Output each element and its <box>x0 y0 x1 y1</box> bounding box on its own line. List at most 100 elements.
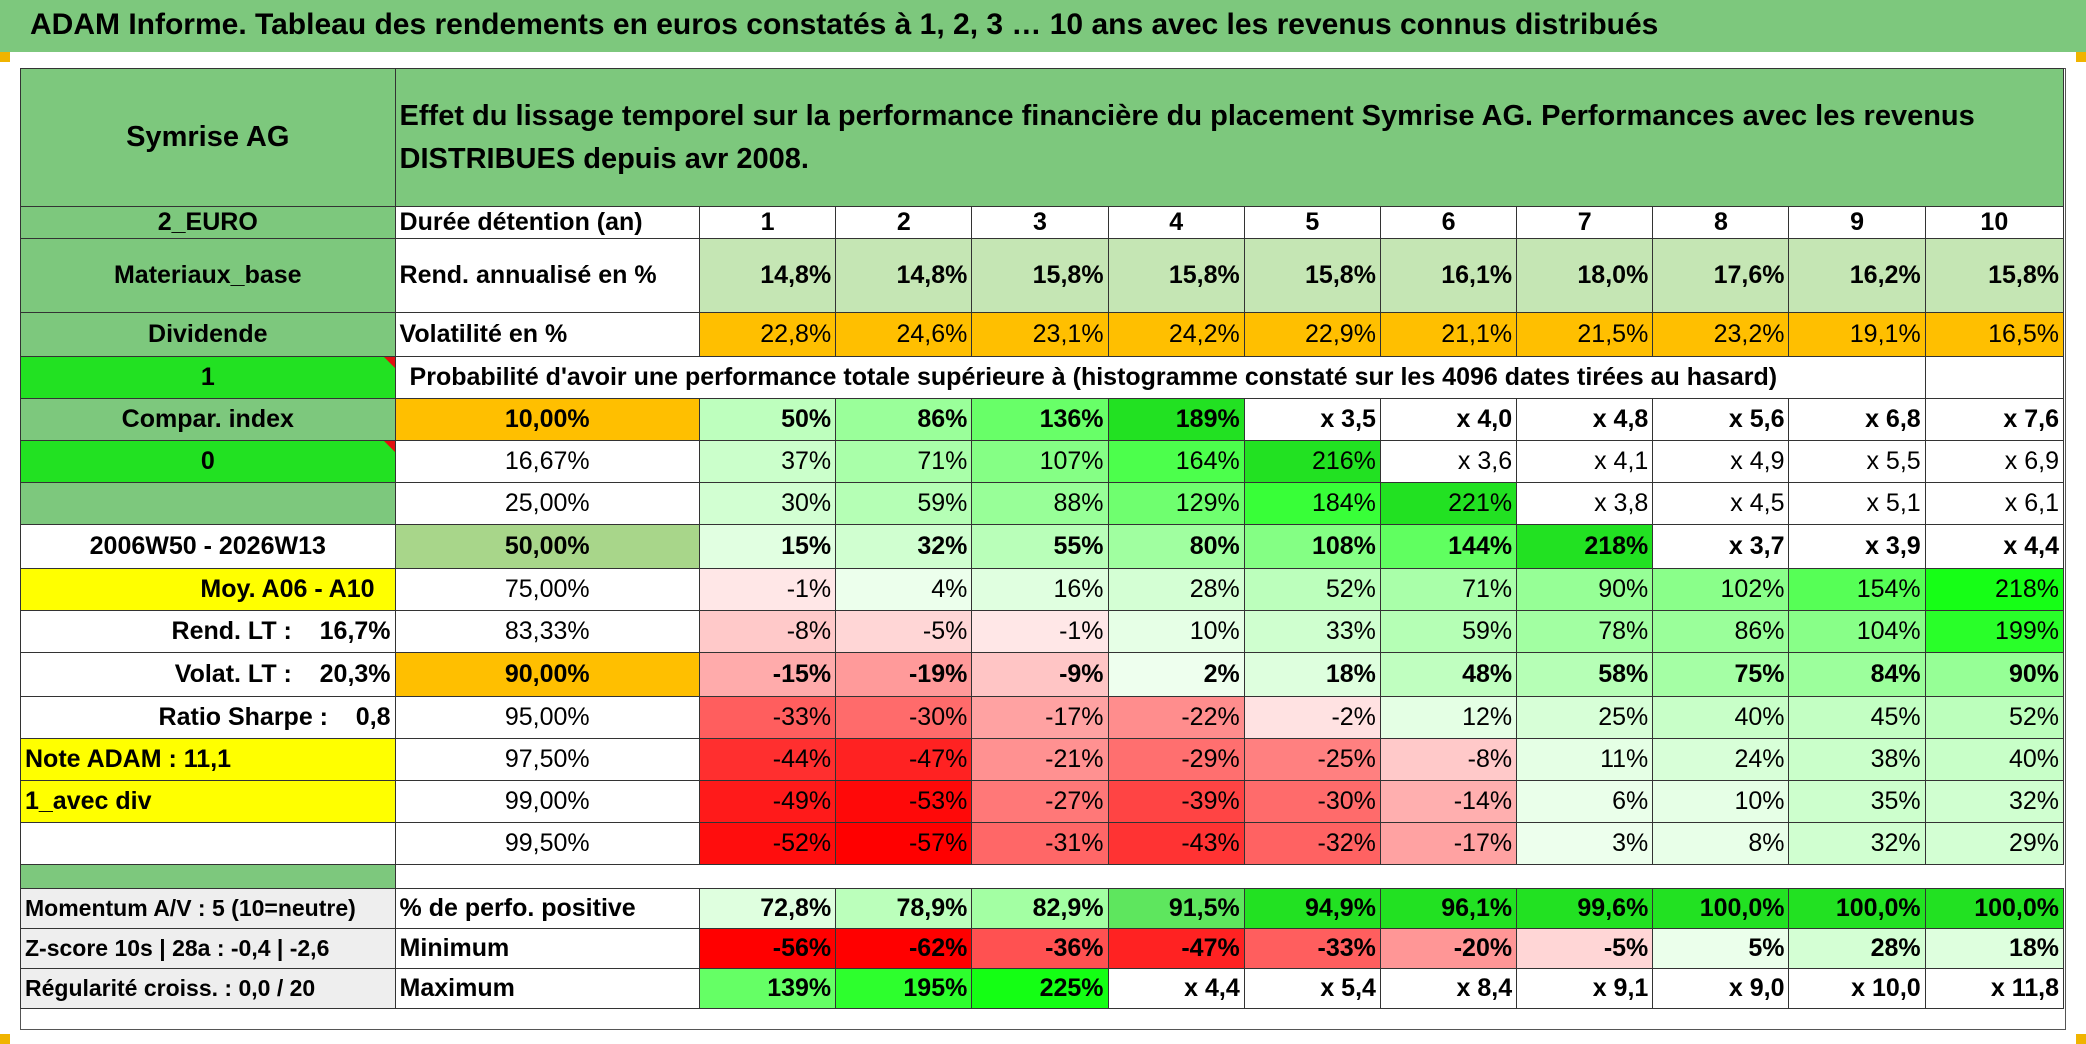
probability-value: 45% <box>1788 696 1926 739</box>
probability-value: x 4,5 <box>1652 482 1790 525</box>
probability-value: x 4,9 <box>1652 440 1790 483</box>
sharpe-label: Ratio Sharpe : 0,8 <box>20 696 396 739</box>
probability-value: 86% <box>835 398 973 441</box>
probability-level: 10,00% <box>394 398 700 441</box>
probability-value: -47% <box>835 738 973 781</box>
empty-cell <box>20 864 396 889</box>
duration-header: 2 <box>835 206 973 239</box>
probability-value: 52% <box>1243 568 1381 611</box>
title-bar: ADAM Informe. Tableau des rendements en … <box>0 0 2086 52</box>
probability-value: x 3,6 <box>1379 440 1518 483</box>
momentum-label: Momentum A/V : 5 (10=neutre) <box>20 888 396 929</box>
probability-value: 6% <box>1516 780 1654 823</box>
stat-label: Maximum <box>394 968 700 1009</box>
probability-value: x 3,9 <box>1788 524 1926 569</box>
stat-value: -33% <box>1243 928 1381 969</box>
stat-value: x 9,0 <box>1652 968 1790 1009</box>
probability-value: 32% <box>835 524 973 569</box>
probability-value: -21% <box>971 738 1109 781</box>
probability-value: -29% <box>1107 738 1245 781</box>
stat-value: 5% <box>1652 928 1790 969</box>
duration-header: 6 <box>1379 206 1518 239</box>
probability-value: 86% <box>1652 610 1790 653</box>
probability-value: 50% <box>698 398 837 441</box>
note-adam-label: Note ADAM : 11,1 <box>20 738 396 781</box>
currency-label: 2_EURO <box>20 206 396 239</box>
probability-value: x 3,7 <box>1652 524 1790 569</box>
probability-value: -2% <box>1243 696 1381 739</box>
stat-value: 82,9% <box>971 888 1109 929</box>
volat-value: 23,1% <box>971 312 1109 357</box>
probability-value: 164% <box>1107 440 1245 483</box>
probability-value: -8% <box>1379 738 1518 781</box>
probability-value: -30% <box>1243 780 1381 823</box>
probability-value: 33% <box>1243 610 1381 653</box>
stat-value: x 5,4 <box>1243 968 1381 1009</box>
rend-value: 15,8% <box>971 238 1109 313</box>
probability-value: -57% <box>835 822 973 865</box>
table-row: 1_avec div 99,00% -49% -53% -27% -39% -30% -14%… <box>20 780 2065 823</box>
probability-value: -33% <box>698 696 837 739</box>
empty-cell <box>20 482 396 525</box>
rend-value: 17,6% <box>1652 238 1790 313</box>
probability-value: 90% <box>1924 652 2065 697</box>
volat-label: Volatilité en % <box>394 312 700 357</box>
duration-header: 7 <box>1516 206 1654 239</box>
type-label: Dividende <box>20 312 396 357</box>
probability-value: 8% <box>1652 822 1790 865</box>
regularite-label: Régularité croiss. : 0,0 / 20 <box>20 968 396 1009</box>
probability-value: 104% <box>1788 610 1926 653</box>
table-row: Compar. index 10,00% 50% 86% 136% 189% x 3,5 x … <box>20 398 2065 441</box>
probability-value: 59% <box>835 482 973 525</box>
rend-lt-label: Rend. LT : 16,7% <box>20 610 396 653</box>
probability-value: x 5,1 <box>1788 482 1926 525</box>
probability-value: 108% <box>1243 524 1381 569</box>
probability-value: 38% <box>1788 738 1926 781</box>
probability-value: x 7,6 <box>1924 398 2065 441</box>
table-row: Rend. LT : 16,7% 83,33% -8% -5% -1% 10% 33% 59%… <box>20 610 2065 653</box>
probability-value: -49% <box>698 780 837 823</box>
probability-value: x 4,0 <box>1379 398 1518 441</box>
table-row: Materiaux_base Rend. annualisé en % 14,8% 1… <box>20 238 2065 313</box>
probability-value: 59% <box>1379 610 1518 653</box>
rend-value: 15,8% <box>1924 238 2065 313</box>
probability-value: x 6,8 <box>1788 398 1926 441</box>
probability-value: 154% <box>1788 568 1926 611</box>
probability-value: 10% <box>1652 780 1790 823</box>
probability-value: 40% <box>1924 738 2065 781</box>
probability-value: 55% <box>971 524 1109 569</box>
probability-value: 52% <box>1924 696 2065 739</box>
rend-value: 16,1% <box>1379 238 1518 313</box>
probability-value: 11% <box>1516 738 1654 781</box>
probability-value: 221% <box>1379 482 1518 525</box>
stat-value: -47% <box>1107 928 1245 969</box>
report-title: ADAM Informe. Tableau des rendements en … <box>30 8 1659 41</box>
table-row: 2_EURO Durée détention (an) 1 2 3 4 5 6 7 8 9 10 <box>20 206 2065 239</box>
probability-value: -14% <box>1379 780 1518 823</box>
duration-header: 4 <box>1107 206 1245 239</box>
probability-value: -9% <box>971 652 1109 697</box>
empty-cell <box>395 864 2064 889</box>
probability-value: -39% <box>1107 780 1245 823</box>
table-row: Volat. LT : 20,3% 90,00% -15% -19% -9% 2% 18% 4… <box>20 652 2065 697</box>
probability-value: 84% <box>1788 652 1926 697</box>
probability-value: 4% <box>835 568 973 611</box>
corner-handle <box>0 52 10 62</box>
stat-value: -20% <box>1379 928 1518 969</box>
empty-cell <box>20 822 396 865</box>
probability-value: x 4,8 <box>1516 398 1654 441</box>
probability-value: 80% <box>1107 524 1245 569</box>
rend-value: 14,8% <box>835 238 973 313</box>
corner-handle <box>0 1034 10 1044</box>
corner-handle <box>2076 52 2086 62</box>
probability-value: 29% <box>1924 822 2065 865</box>
probability-level: 75,00% <box>394 568 700 611</box>
rend-value: 14,8% <box>698 238 837 313</box>
probability-level: 50,00% <box>394 524 700 569</box>
compar-label: Compar. index <box>20 398 396 441</box>
probability-value: 16% <box>971 568 1109 611</box>
table-row: 1 Probabilité d'avoir une performance tot… <box>20 356 2065 399</box>
probability-level: 25,00% <box>394 482 700 525</box>
probability-value: 184% <box>1243 482 1381 525</box>
probability-value: 30% <box>698 482 837 525</box>
